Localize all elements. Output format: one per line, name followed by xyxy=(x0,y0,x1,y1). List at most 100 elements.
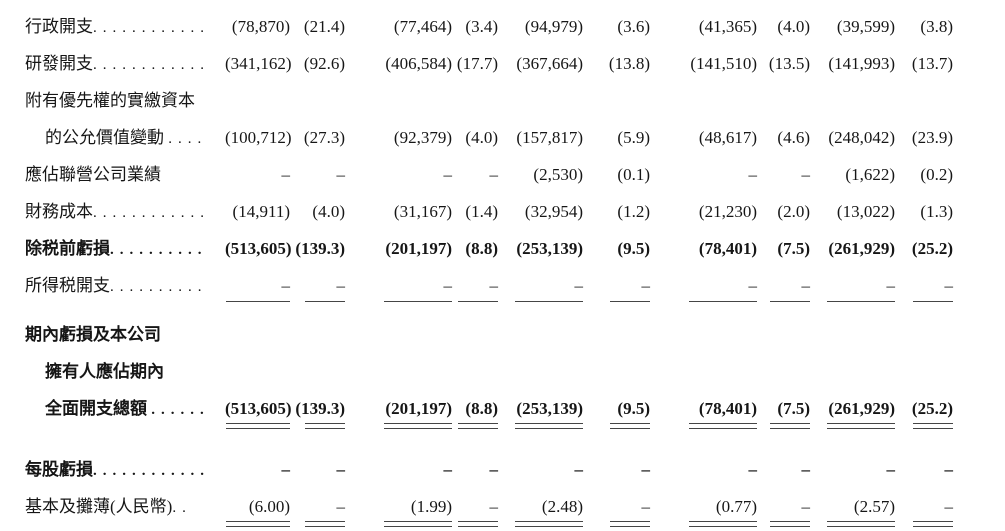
cell-amount: – xyxy=(498,275,584,302)
table-row: 的公允價值變動 .... (100,712) (27.3) (92,379) (4.0… xyxy=(25,127,1005,150)
leader-dots: ............ xyxy=(93,20,210,36)
table-row: 全面開支總額 ...... (513,605) (139.3) (201,197)(… xyxy=(25,398,1005,429)
cell-amount: (78,401) xyxy=(650,398,757,429)
table-row: 期內虧損及本公司 xyxy=(25,324,1005,347)
cell-amount: (248,042) xyxy=(828,128,895,147)
table-row: 基本及攤薄(人民幣).. (6.00) – (1.99) – (2.48) – (0.77)… xyxy=(25,496,1005,527)
cell-percent: (0.1) xyxy=(617,165,650,184)
row-label-text: 擁有人應佔期內 xyxy=(45,362,164,381)
row-label: 每股虧損............ xyxy=(25,459,225,482)
cell-amount: (406,584) xyxy=(385,54,452,73)
cell-percent: (92.6) xyxy=(303,54,345,73)
cell-percent: (7.5) xyxy=(757,398,810,429)
cell-percent: (9.5) xyxy=(617,239,650,258)
row-label: 期內虧損及本公司 xyxy=(25,324,225,347)
row-label-text: 全面開支總額 xyxy=(45,399,152,418)
row-label-text: 所得税開支 xyxy=(25,276,110,295)
cell-amount: (141,510) xyxy=(690,54,757,73)
leader-dots: .... xyxy=(168,131,208,147)
cell-percent: – xyxy=(452,496,499,527)
cell-percent: – xyxy=(944,460,954,479)
cell-percent: (5.9) xyxy=(617,128,650,147)
cell-amount: (31,167) xyxy=(393,202,452,221)
cell-amount: – xyxy=(810,275,896,302)
cell-percent: (13.5) xyxy=(768,54,810,73)
cell-percent: (1.3) xyxy=(920,202,953,221)
row-label: 全面開支總額 ...... xyxy=(25,398,225,421)
cell-amount: (1,622) xyxy=(845,165,895,184)
cell-amount: (1.99) xyxy=(345,496,452,527)
row-label: 研發開支............ xyxy=(25,53,225,76)
leader-dots: ...... xyxy=(151,402,210,418)
cell-amount: – xyxy=(225,275,291,302)
cell-percent: (4.0) xyxy=(465,128,498,147)
cell-amount: – xyxy=(748,460,758,479)
row-label-text: 應佔聯營公司業績 xyxy=(25,165,161,184)
cell-percent: (25.2) xyxy=(911,239,953,258)
cell-amount: (77,464) xyxy=(393,17,452,36)
cell-amount: (367,664) xyxy=(516,54,583,73)
table-row: 行政開支............ (78,870) (21.4) (77,464) (… xyxy=(25,16,1005,39)
row-label-text: 附有優先權的實繳資本 xyxy=(25,91,195,110)
cell-amount: (41,365) xyxy=(698,17,757,36)
cell-percent: – xyxy=(583,496,651,527)
cell-percent: – xyxy=(801,165,811,184)
row-label-text: 除税前虧損 xyxy=(25,239,110,258)
cell-percent: (1.4) xyxy=(465,202,498,221)
cell-percent: (9.5) xyxy=(583,398,650,429)
row-label-text: 財務成本 xyxy=(25,202,93,221)
cell-percent: (7.5) xyxy=(777,239,810,258)
cell-amount: (48,617) xyxy=(698,128,757,147)
cell-amount: (201,197) xyxy=(345,398,452,429)
cell-amount: (6.00) xyxy=(225,496,290,527)
cell-percent: (2.0) xyxy=(777,202,810,221)
cell-amount: (253,139) xyxy=(516,239,583,258)
cell-percent: (139.3) xyxy=(295,239,345,258)
cell-percent: (4.0) xyxy=(777,17,810,36)
cell-amount: – xyxy=(886,460,896,479)
cell-amount: – xyxy=(574,460,584,479)
cell-percent: (3.4) xyxy=(465,17,498,36)
cell-amount: – xyxy=(443,460,453,479)
cell-amount: (100,712) xyxy=(225,128,292,147)
cell-amount: (32,954) xyxy=(524,202,583,221)
table-row: 所得税開支.......... – – – – – – – – – – xyxy=(25,275,1005,302)
cell-percent: – xyxy=(757,496,811,527)
income-statement-table: 行政開支............ (78,870) (21.4) (77,464) (… xyxy=(25,16,1005,527)
cell-amount: (201,197) xyxy=(385,239,452,258)
cell-amount: (253,139) xyxy=(498,398,583,429)
row-label-text: 基本及攤薄(人民幣) xyxy=(25,497,173,516)
cell-percent: (139.3) xyxy=(290,398,345,429)
leader-dots: .......... xyxy=(110,279,208,295)
row-label-text: 每股虧損 xyxy=(25,460,93,479)
cell-amount: (14,911) xyxy=(232,202,290,221)
cell-percent: (21.4) xyxy=(303,17,345,36)
cell-percent: (4.6) xyxy=(777,128,810,147)
cell-percent: (23.9) xyxy=(911,128,953,147)
cell-percent: (3.8) xyxy=(920,17,953,36)
cell-amount: – xyxy=(650,275,758,302)
row-label-text: 研發開支 xyxy=(25,54,93,73)
cell-amount: (78,870) xyxy=(231,17,290,36)
row-label-text: 行政開支 xyxy=(25,17,93,36)
cell-amount: – xyxy=(281,460,291,479)
cell-amount: – xyxy=(345,275,453,302)
cell-percent: – xyxy=(489,165,499,184)
table-row: 除税前虧損.......... (513,605) (139.3) (201,197… xyxy=(25,238,1005,261)
cell-amount: (141,993) xyxy=(828,54,895,73)
cell-percent: – xyxy=(583,275,651,302)
cell-percent: (4.0) xyxy=(312,202,345,221)
cell-amount: (94,979) xyxy=(524,17,583,36)
table-row: 財務成本............ (14,911) (4.0) (31,167) (1… xyxy=(25,201,1005,224)
table-row: 應佔聯營公司業績 – – – – (2,530) (0.1) – – (1,622) (0.2) xyxy=(25,164,1005,187)
leader-dots: .......... xyxy=(110,242,208,258)
cell-percent: (27.3) xyxy=(303,128,345,147)
table-row: 附有優先權的實繳資本 xyxy=(25,90,1005,113)
row-label: 基本及攤薄(人民幣).. xyxy=(25,496,225,519)
row-label: 除税前虧損.......... xyxy=(25,238,225,261)
row-label: 的公允價值變動 .... xyxy=(25,127,225,150)
cell-percent: – xyxy=(336,460,346,479)
cell-amount: (2.57) xyxy=(810,496,895,527)
cell-amount: (2.48) xyxy=(498,496,583,527)
